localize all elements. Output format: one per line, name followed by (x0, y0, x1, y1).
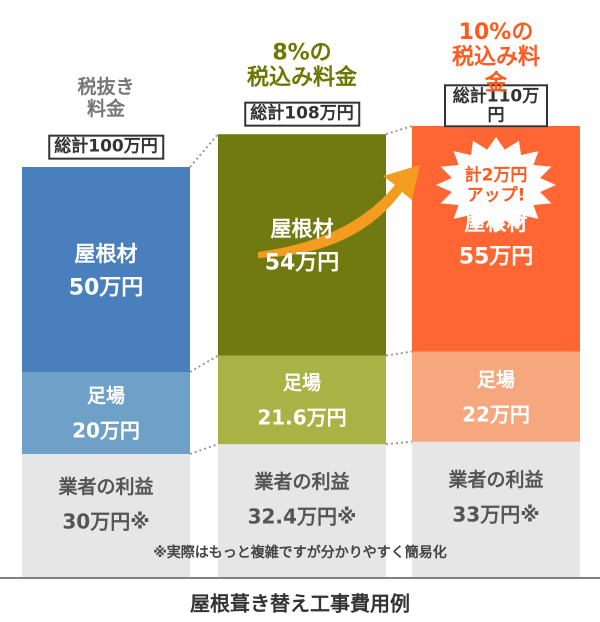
segment-value: 50万円 (68, 274, 144, 300)
connector (189, 354, 219, 373)
connector (189, 443, 219, 455)
segment-value: 33万円※ (452, 502, 540, 527)
connector (189, 133, 219, 168)
column-header: 10%の 税込み料金 (451, 20, 540, 96)
segment-name: 足場 (86, 385, 126, 408)
segment-value: 21.6万円 (257, 405, 347, 430)
column-header: 8%の 税込み料金 (246, 40, 358, 92)
segment-name: 業者の利益 (58, 475, 154, 498)
bar-segment (218, 355, 386, 445)
note: ※実際はもっと複雑ですが分かりやすく簡易化 (153, 544, 447, 561)
bar-segment (22, 372, 190, 454)
column-header: 税抜き 料金 (77, 76, 135, 120)
annotation: 計2万円 アップ! (464, 165, 528, 205)
segment-value: 22万円 (462, 402, 530, 427)
segment-name: 業者の利益 (254, 470, 350, 493)
chart-title: 屋根葺き替え工事費用例 (190, 591, 410, 616)
bar-segment (412, 441, 580, 577)
total-label: 総計100万円 (48, 134, 164, 160)
segment-name: 業者の利益 (448, 469, 544, 492)
segment-name: 足場 (476, 368, 516, 391)
segment-value: 54万円 (264, 250, 340, 276)
segment-value: 30万円※ (62, 509, 150, 533)
burst (436, 137, 556, 233)
segment-value: 20万円 (72, 418, 140, 443)
bar-segment (218, 444, 386, 577)
total-label: 総計110万円 (444, 84, 548, 128)
segment-name: 足場 (282, 371, 322, 394)
arrow (258, 165, 420, 258)
bar-segment (22, 454, 190, 577)
total-label: 総計108万円 (244, 101, 360, 127)
segment-name: 屋根材 (270, 216, 334, 241)
connector (385, 125, 413, 136)
segment-value: 55万円 (458, 244, 534, 270)
connector (385, 350, 413, 357)
bar-segment (22, 167, 190, 372)
segment-value: 32.4万円※ (247, 504, 357, 529)
connector (385, 440, 413, 446)
segment-name: 屋根材 (464, 210, 528, 235)
bar-segment (412, 351, 580, 442)
segment-name: 屋根材 (74, 241, 138, 266)
